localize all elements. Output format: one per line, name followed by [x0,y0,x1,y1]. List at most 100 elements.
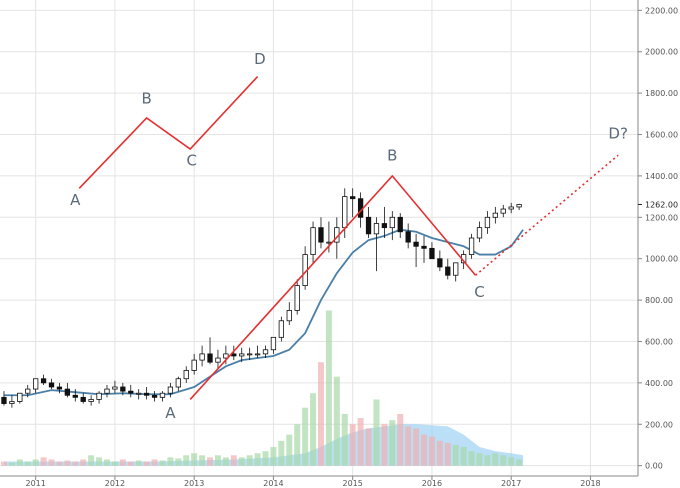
candle-body [17,392,23,402]
wave-label: D? [608,125,628,143]
volume-bar [135,460,142,466]
volume-bar [294,424,301,466]
volume-bar [175,458,182,466]
volume-bar [254,453,261,466]
volume-bar [428,436,435,466]
volume-bar [64,460,71,466]
volume-bar [317,362,324,466]
candle-body [310,227,316,255]
volume-bar [508,457,515,466]
volume-bar [365,428,372,466]
volume-bar [516,459,523,466]
volume-bar [159,460,166,466]
volume-bar [199,455,206,466]
wave-annotations: A B C D A B C D? [70,50,628,422]
candle-body [191,359,197,371]
wave-label: A [70,191,81,209]
candle-body [262,349,269,355]
volume-bar [103,459,110,466]
volume-bar [72,461,79,466]
volume-bar [452,444,459,466]
candle-body [120,386,126,392]
volume-bar [40,457,47,466]
volume-bar [167,457,174,466]
volume-bar [8,462,15,466]
candle-body [64,388,71,396]
volume-bar [325,310,332,466]
y-tick-label: 1400.00 [645,172,678,181]
volume-bar [80,459,87,466]
candle-body [88,399,94,402]
volume-bar [278,440,285,466]
volume-bar [32,459,39,466]
candle-body [286,310,292,322]
volume-bar [500,455,507,466]
volume-bar [96,457,103,466]
candle-body [239,353,245,357]
candle-body [183,370,189,380]
candle-body [48,382,55,388]
y-tick-label: 400.00 [645,379,673,388]
volume-bar [230,455,237,466]
candle-body [342,196,348,229]
volume-bar [302,407,309,466]
candle-body [40,378,47,384]
candle-body [254,353,261,356]
volume-bar [246,455,253,466]
candle-body [25,388,31,394]
volume-bar [48,459,55,466]
candle-body [445,266,451,276]
wave-line [78,76,259,189]
candle-body [357,198,364,218]
y-tick-label: 0.00 [645,462,663,471]
candle-body [207,353,213,363]
y-tick-label: 600.00 [645,337,673,346]
volume-bar [143,461,150,466]
candle-body [318,227,324,243]
candle-body [247,353,253,356]
volume-bar [214,455,221,466]
candle-body [421,245,427,249]
x-tick-label: 2011 [25,479,45,488]
wave-line [189,174,477,400]
candle-body [167,386,174,394]
candle-body [468,237,475,255]
candle-body [397,216,403,233]
moving-average-path [3,228,524,397]
candle-body [516,204,522,208]
candle-body [453,262,459,276]
volume-bar [492,453,499,466]
volume-bar [238,457,245,466]
volume-bar [127,461,134,466]
candle-body [72,394,78,398]
candle-body [350,196,356,200]
candle-body [437,258,443,268]
candle-body [278,320,285,338]
candle-body [151,394,158,398]
wave-label: B [141,89,151,107]
y-tick-label: 1600.00 [645,131,678,140]
volume-bar [16,459,23,466]
volume-bar [421,434,428,466]
y-tick-label: 1200.00 [645,213,678,222]
volume-bar [413,428,420,466]
candle-body [175,378,181,388]
volume-bar [349,424,356,466]
moving-average-line [3,228,524,397]
volume-bar [88,455,95,466]
volume-bar [151,459,158,466]
candle-body [500,208,506,214]
candle-body [223,353,229,359]
candle-body [128,390,134,394]
candle-body [104,388,110,394]
candle-body [56,386,63,390]
volume-bar [333,376,340,466]
y-tick-label: 1800.00 [645,89,678,98]
wave-label: D [254,50,266,68]
candle-body [484,216,491,229]
candle-body [405,231,411,243]
volume-bar [310,393,317,466]
volume-bar [468,451,475,466]
